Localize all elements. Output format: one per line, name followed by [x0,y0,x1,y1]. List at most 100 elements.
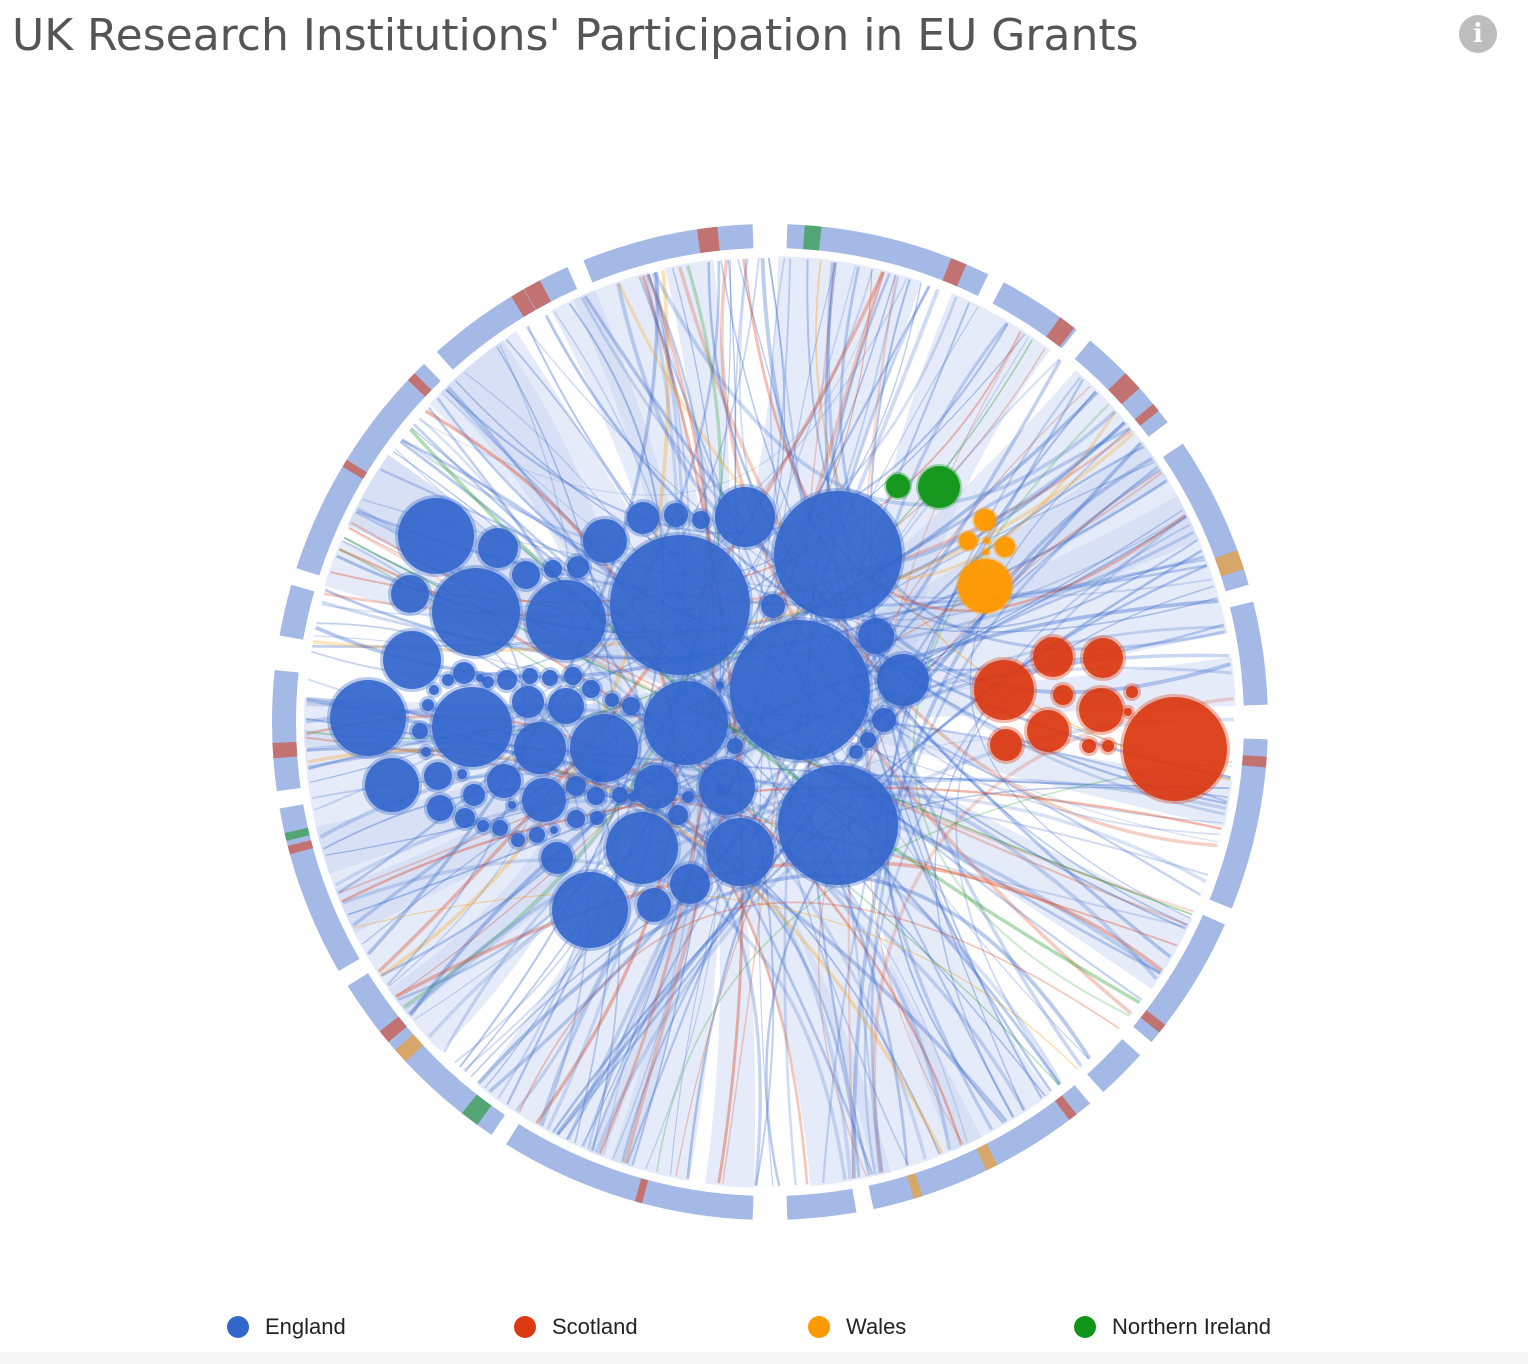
ring-tick [523,280,552,310]
legend-swatch [808,1316,830,1338]
link-line [464,275,897,1073]
ring-tick [1046,317,1075,347]
link-line [538,653,1230,1126]
institution-bubble [628,792,638,802]
institution-bubble [622,697,640,715]
legend-label: England [265,1314,346,1339]
institution-bubble [526,580,606,660]
link-line [806,259,1198,629]
institution-bubble [478,528,518,568]
legend-swatch [1074,1316,1096,1338]
link-line [656,761,1233,1173]
institution-bubble [858,618,894,654]
network-diagram [272,224,1268,1220]
institution-bubble [429,685,439,695]
institution-bubble [529,827,545,843]
link-line [872,696,1234,1173]
ring-segment [436,267,578,370]
institution-bubble [422,699,434,711]
ring-tick [1108,373,1140,405]
info-icon[interactable]: i [1459,15,1497,53]
ring-segment [296,363,441,576]
institution-bubble [564,667,582,685]
ribbon [429,331,982,1177]
institution-bubble [512,686,544,718]
ring-segment [1229,601,1268,706]
legend-item-scotland[interactable]: Scotland [514,1305,638,1349]
institution-bubble [1082,739,1096,753]
link-line [401,296,958,555]
institution-bubble [644,681,728,765]
ring-tick [1134,403,1159,426]
legend-swatch [227,1316,249,1338]
ring-tick [906,1173,923,1199]
link-line [417,272,885,496]
institution-bubble [1124,708,1132,716]
ring-segment [1087,1039,1141,1093]
link-line [969,428,1191,919]
institution-bubble [877,654,929,706]
ring-segment [272,669,301,792]
institution-bubble [482,676,494,688]
outer-ring [272,224,1268,1220]
ring-segment [583,224,754,283]
institution-bubble [566,776,586,796]
link-line [623,271,885,1164]
institution-bubble [958,559,1012,613]
legend-item-wales[interactable]: Wales [808,1305,906,1349]
ring-tick [287,840,314,855]
institution-bubble [1053,685,1073,705]
institution-bubble [330,680,406,756]
legend-label: Scotland [552,1314,638,1339]
ribbon [573,271,722,1181]
institution-bubble [442,674,454,686]
institution-bubble [699,759,755,815]
ring-tick [1140,1010,1166,1033]
institution-bubble [552,872,628,948]
link-line [912,403,1130,1017]
link-line [462,275,900,1072]
institution-bubble [1102,740,1114,752]
institution-bubble [594,774,602,782]
ring-tick [1214,549,1244,577]
institution-bubble [610,535,750,675]
institution-bubble [477,820,489,832]
institution-bubble [514,722,566,774]
institution-bubble [774,491,902,619]
link-line [399,440,1061,1086]
institution-bubble [541,842,573,874]
institution-bubble [670,864,710,904]
legend-item-england[interactable]: England [227,1305,346,1349]
institution-bubble [1033,637,1073,677]
institution-bubble [587,787,605,805]
link-line [826,262,1083,1068]
ring-tick [395,1034,424,1062]
link-line [307,748,944,1154]
legend-item-northern-ireland[interactable]: Northern Ireland [1074,1305,1271,1349]
ring-segment [506,1123,754,1220]
institution-bubble [886,474,910,498]
link-line [641,275,744,1184]
institution-bubble [849,745,863,759]
institution-bubble [606,812,678,884]
institution-bubble [432,568,520,656]
institution-bubble [421,747,431,757]
institution-bubble [582,680,600,698]
institution-bubble [995,537,1015,557]
institution-bubble [590,811,604,825]
link-line [518,901,1120,1113]
footer-band [0,1352,1528,1364]
ring-tick [342,459,368,480]
ring-segment [279,584,315,640]
ring-tick [942,258,967,287]
institution-bubble [544,560,562,578]
legend-label: Northern Ireland [1112,1314,1271,1339]
institution-bubble [497,670,517,690]
institution-bubble [492,820,508,836]
institution-bubble [550,826,558,834]
legend-label: Wales [846,1314,907,1339]
ring-tick [1054,1095,1077,1121]
link-line [851,457,1154,1179]
institution-bubble [567,810,585,828]
institution-bubble [398,498,474,574]
